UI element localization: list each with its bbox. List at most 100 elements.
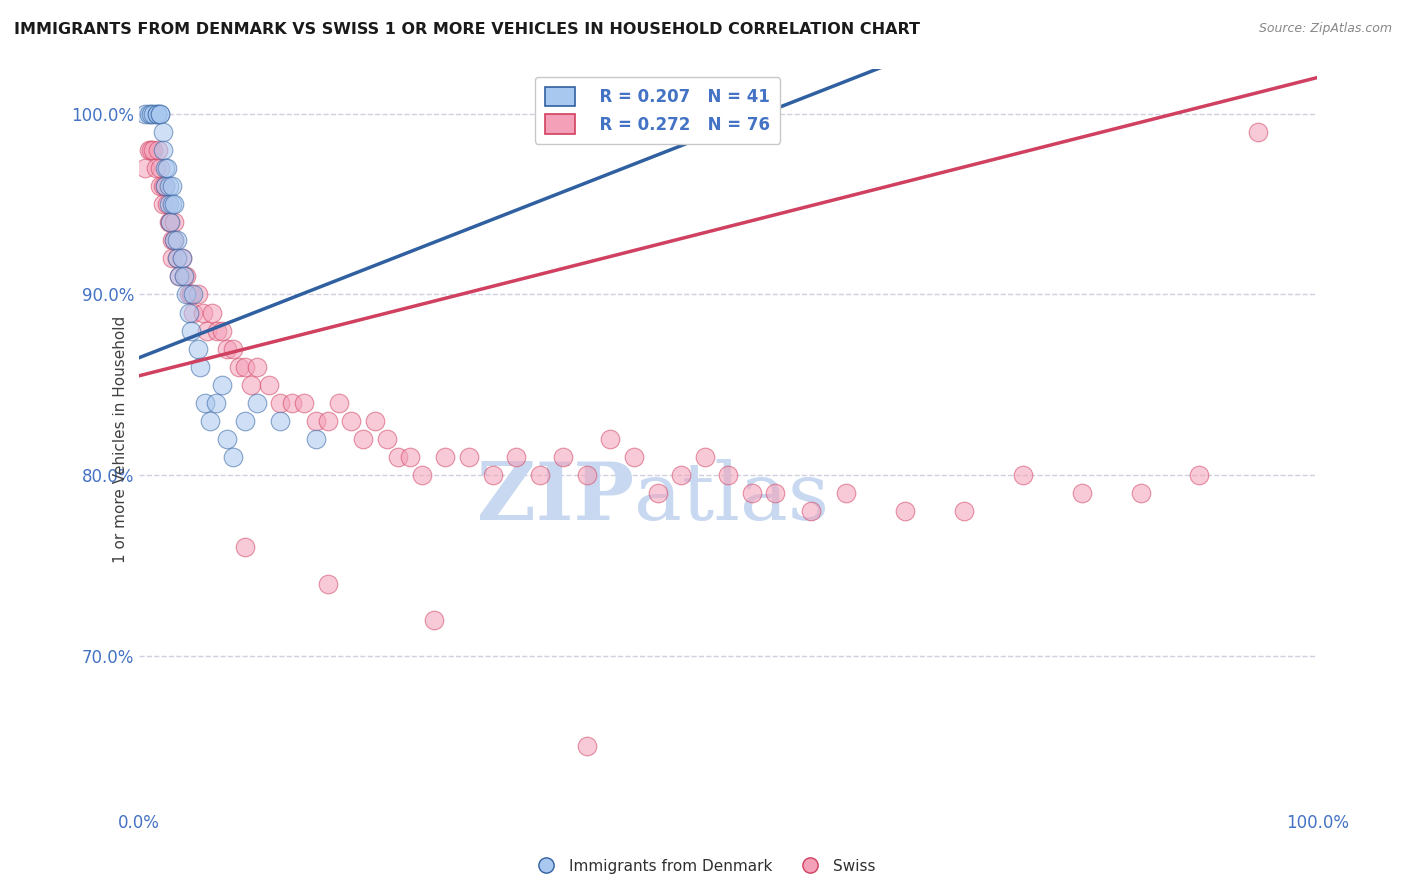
Point <box>160 197 183 211</box>
Point <box>575 739 598 754</box>
Point <box>211 377 233 392</box>
Point <box>160 233 183 247</box>
Point <box>352 432 374 446</box>
Point <box>156 197 179 211</box>
Point <box>180 287 202 301</box>
Point <box>138 106 160 120</box>
Point <box>191 305 214 319</box>
Point <box>157 215 180 229</box>
Point <box>246 359 269 374</box>
Point <box>1070 486 1092 500</box>
Point <box>553 450 575 464</box>
Point <box>174 287 197 301</box>
Point <box>693 450 716 464</box>
Point <box>800 504 823 518</box>
Point <box>411 468 433 483</box>
Point <box>205 324 228 338</box>
Point <box>173 269 195 284</box>
Point <box>399 450 422 464</box>
Point <box>139 143 162 157</box>
Point <box>174 269 197 284</box>
Point <box>149 179 172 194</box>
Point <box>177 287 200 301</box>
Point <box>187 287 209 301</box>
Point <box>623 450 645 464</box>
Point <box>233 414 256 428</box>
Point <box>292 396 315 410</box>
Point <box>153 179 176 194</box>
Point <box>198 414 221 428</box>
Point <box>422 613 444 627</box>
Point <box>167 269 190 284</box>
Point <box>166 252 188 266</box>
Point <box>166 233 188 247</box>
Point <box>1129 486 1152 500</box>
Point <box>669 468 692 483</box>
Text: ZIP: ZIP <box>477 459 634 537</box>
Point <box>233 541 256 555</box>
Point <box>305 432 328 446</box>
Point <box>257 377 280 392</box>
Point <box>599 432 621 446</box>
Point <box>233 359 256 374</box>
Point <box>717 468 740 483</box>
Point <box>217 342 239 356</box>
Point <box>146 106 169 120</box>
Point <box>181 287 204 301</box>
Point <box>134 161 156 175</box>
Y-axis label: 1 or more Vehicles in Household: 1 or more Vehicles in Household <box>112 316 128 563</box>
Point <box>149 161 172 175</box>
Point <box>173 269 195 284</box>
Point <box>434 450 457 464</box>
Point <box>194 396 217 410</box>
Point <box>240 377 263 392</box>
Point <box>246 396 269 410</box>
Point <box>160 179 183 194</box>
Point <box>222 450 245 464</box>
Point <box>647 486 669 500</box>
Point <box>159 215 181 229</box>
Legend:   R = 0.207   N = 41,   R = 0.272   N = 76: R = 0.207 N = 41, R = 0.272 N = 76 <box>534 77 780 144</box>
Point <box>149 106 172 120</box>
Point <box>160 252 183 266</box>
Point <box>163 197 186 211</box>
Point <box>190 359 212 374</box>
Point <box>222 342 245 356</box>
Point <box>316 414 339 428</box>
Point <box>134 106 156 120</box>
Point <box>145 161 167 175</box>
Legend: Immigrants from Denmark, Swiss: Immigrants from Denmark, Swiss <box>524 853 882 880</box>
Point <box>328 396 350 410</box>
Point <box>170 252 193 266</box>
Point <box>763 486 786 500</box>
Point <box>138 143 160 157</box>
Point <box>458 450 481 464</box>
Point <box>575 468 598 483</box>
Point <box>529 468 551 483</box>
Point <box>1188 468 1211 483</box>
Point <box>157 179 180 194</box>
Point <box>166 252 188 266</box>
Point <box>197 324 219 338</box>
Point <box>146 106 169 120</box>
Point <box>741 486 763 500</box>
Point <box>364 414 387 428</box>
Point <box>152 197 174 211</box>
Point <box>217 432 239 446</box>
Point <box>387 450 409 464</box>
Text: Source: ZipAtlas.com: Source: ZipAtlas.com <box>1258 22 1392 36</box>
Point <box>180 324 202 338</box>
Point <box>152 125 174 139</box>
Point <box>953 504 976 518</box>
Point <box>505 450 527 464</box>
Point <box>139 106 162 120</box>
Point <box>375 432 398 446</box>
Point <box>142 106 165 120</box>
Point <box>269 414 291 428</box>
Point <box>177 305 200 319</box>
Text: atlas: atlas <box>634 459 830 537</box>
Point <box>305 414 328 428</box>
Point <box>146 143 169 157</box>
Point <box>167 269 190 284</box>
Point <box>153 179 176 194</box>
